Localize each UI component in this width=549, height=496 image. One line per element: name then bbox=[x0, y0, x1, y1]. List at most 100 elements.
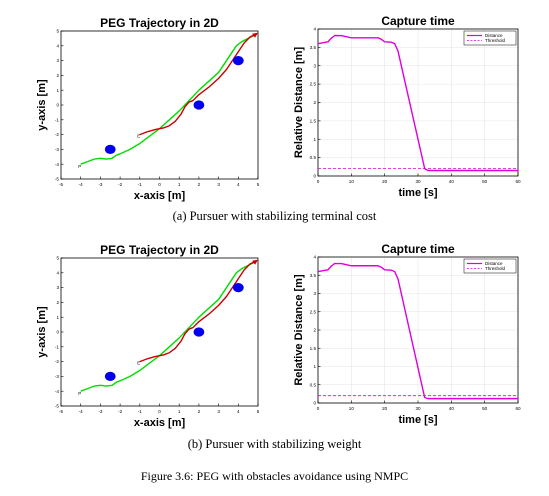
y-tick-label-3: -2 bbox=[55, 132, 60, 137]
obstacle-2 bbox=[193, 327, 205, 337]
x-tick-label-6: 1 bbox=[178, 409, 181, 414]
y-tick-label-4: 2 bbox=[313, 328, 316, 333]
y-tick-label-7: 2 bbox=[56, 73, 59, 78]
x-tick-label-7: 2 bbox=[198, 409, 201, 414]
legend-label-distance: Distance bbox=[485, 261, 503, 266]
x-tick-label-10: 5 bbox=[257, 409, 260, 414]
y-tick-label-3: 1.5 bbox=[310, 346, 317, 351]
y-tick-label-2: -3 bbox=[55, 374, 60, 379]
y-tick-label-10: 5 bbox=[56, 29, 59, 34]
chart-title: Capture time bbox=[381, 14, 455, 28]
y-tick-label-1: -4 bbox=[55, 389, 60, 394]
endpoint-marker bbox=[252, 259, 259, 265]
x-tick-label-1: 10 bbox=[349, 406, 355, 411]
series-line-2 bbox=[139, 34, 256, 136]
y-axis-label: Relative Distance [m] bbox=[293, 274, 305, 386]
legend-label-distance: Distance bbox=[485, 33, 503, 38]
axes-frame bbox=[60, 30, 259, 180]
y-tick-label-5: 2.5 bbox=[310, 82, 317, 87]
y-tick-label-9: 4 bbox=[56, 43, 59, 48]
y-tick-label-10: 5 bbox=[56, 256, 59, 261]
x-tick-label-2: 20 bbox=[382, 179, 388, 184]
y-tick-label-8: 3 bbox=[56, 285, 59, 290]
x-tick-label-7: 2 bbox=[198, 182, 201, 187]
x-tick-label-1: -4 bbox=[79, 182, 84, 187]
x-tick-label-0: -5 bbox=[59, 182, 64, 187]
y-axis-label: Relative Distance [m] bbox=[293, 47, 305, 159]
y-tick-label-0: -5 bbox=[55, 177, 60, 182]
chart-panel-4: 0 10 20 30 40 50 60 0 0.5 1 1.5 2 2.5 3 3.5 4 Capture ti… bbox=[293, 242, 521, 426]
x-tick-label-3: -2 bbox=[118, 182, 123, 187]
x-axis-label: time [s] bbox=[398, 414, 437, 426]
x-tick-label-3: 30 bbox=[415, 179, 421, 184]
obstacle-2 bbox=[193, 100, 205, 110]
y-tick-label-8: 4 bbox=[313, 27, 316, 32]
x-tick-label-4: 40 bbox=[449, 179, 455, 184]
y-tick-label-6: 3 bbox=[313, 63, 316, 68]
y-tick-label-2: 1 bbox=[313, 364, 316, 369]
x-axis-label: x-axis [m] bbox=[134, 190, 186, 202]
legend-label-threshold: Threshold bbox=[485, 38, 506, 43]
x-tick-label-2: -3 bbox=[98, 409, 103, 414]
x-tick-label-2: 20 bbox=[382, 406, 388, 411]
x-tick-label-4: 40 bbox=[449, 406, 455, 411]
annotation-e: E bbox=[137, 134, 140, 139]
y-tick-label-2: 1 bbox=[313, 137, 316, 142]
series-line-2 bbox=[139, 261, 256, 363]
annotation-p: P bbox=[78, 391, 81, 396]
x-tick-label-5: 0 bbox=[158, 409, 161, 414]
x-tick-label-5: 50 bbox=[482, 406, 488, 411]
x-tick-label-10: 5 bbox=[257, 182, 260, 187]
x-tick-label-4: -1 bbox=[138, 409, 143, 414]
x-tick-label-8: 3 bbox=[217, 409, 220, 414]
y-tick-label-3: -2 bbox=[55, 359, 60, 364]
x-tick-label-5: 50 bbox=[482, 179, 488, 184]
caption-b: (b) Pursuer with stabilizing weight bbox=[187, 437, 362, 451]
chart-panel-1: -5 -4 -3 -2 -1 0 1 2 3 4 5 -5 -4 -3 -2 -1 0 1 2 3 4 5 PEG Traj… bbox=[36, 16, 260, 202]
y-tick-label-6: 1 bbox=[56, 88, 59, 93]
endpoint-marker bbox=[252, 32, 259, 38]
y-axis-label: y-axis [m] bbox=[36, 79, 48, 131]
y-tick-label-1: 0.5 bbox=[310, 382, 317, 387]
y-tick-label-5: 0 bbox=[56, 330, 59, 335]
x-tick-label-0: 0 bbox=[317, 179, 320, 184]
x-tick-label-2: -3 bbox=[98, 182, 103, 187]
obstacle-3 bbox=[232, 283, 244, 293]
annotation-p: P bbox=[78, 164, 81, 169]
y-tick-label-7: 3.5 bbox=[310, 45, 317, 50]
y-tick-label-1: 0.5 bbox=[310, 155, 317, 160]
x-tick-label-4: -1 bbox=[138, 182, 143, 187]
x-tick-label-6: 1 bbox=[178, 182, 181, 187]
series-line-1 bbox=[80, 261, 255, 392]
y-tick-label-0: -5 bbox=[55, 404, 60, 409]
figure-caption: Figure 3.6: PEG with obstacles avoidance… bbox=[140, 469, 409, 483]
x-tick-label-9: 4 bbox=[237, 182, 240, 187]
y-tick-label-4: 2 bbox=[313, 100, 316, 105]
y-tick-label-7: 3.5 bbox=[310, 273, 317, 278]
y-tick-label-9: 4 bbox=[56, 270, 59, 275]
chart-title: PEG Trajectory in 2D bbox=[100, 243, 219, 257]
x-tick-label-0: -5 bbox=[59, 409, 64, 414]
legend-box bbox=[463, 258, 517, 274]
y-tick-label-6: 1 bbox=[56, 315, 59, 320]
legend-box bbox=[463, 30, 517, 46]
series-line-1 bbox=[80, 34, 255, 165]
annotation-e: E bbox=[137, 361, 140, 366]
legend-label-threshold: Threshold bbox=[485, 266, 506, 271]
x-tick-label-9: 4 bbox=[237, 409, 240, 414]
y-tick-label-3: 1.5 bbox=[310, 118, 317, 123]
y-tick-label-5: 0 bbox=[56, 103, 59, 108]
axes-frame bbox=[60, 257, 259, 407]
x-axis-label: x-axis [m] bbox=[134, 417, 186, 429]
y-tick-label-0: 0 bbox=[313, 174, 316, 179]
x-tick-label-8: 3 bbox=[217, 182, 220, 187]
series-line-distance bbox=[317, 262, 518, 400]
chart-panel-3: -5 -4 -3 -2 -1 0 1 2 3 4 5 -5 -4 -3 -2 -1 0 1 2 3 4 5 PEG Traj… bbox=[36, 243, 260, 429]
x-tick-label-6: 60 bbox=[515, 406, 521, 411]
x-tick-label-1: -4 bbox=[79, 409, 84, 414]
obstacle-3 bbox=[232, 56, 244, 66]
y-tick-label-6: 3 bbox=[313, 291, 316, 296]
y-tick-label-7: 2 bbox=[56, 300, 59, 305]
